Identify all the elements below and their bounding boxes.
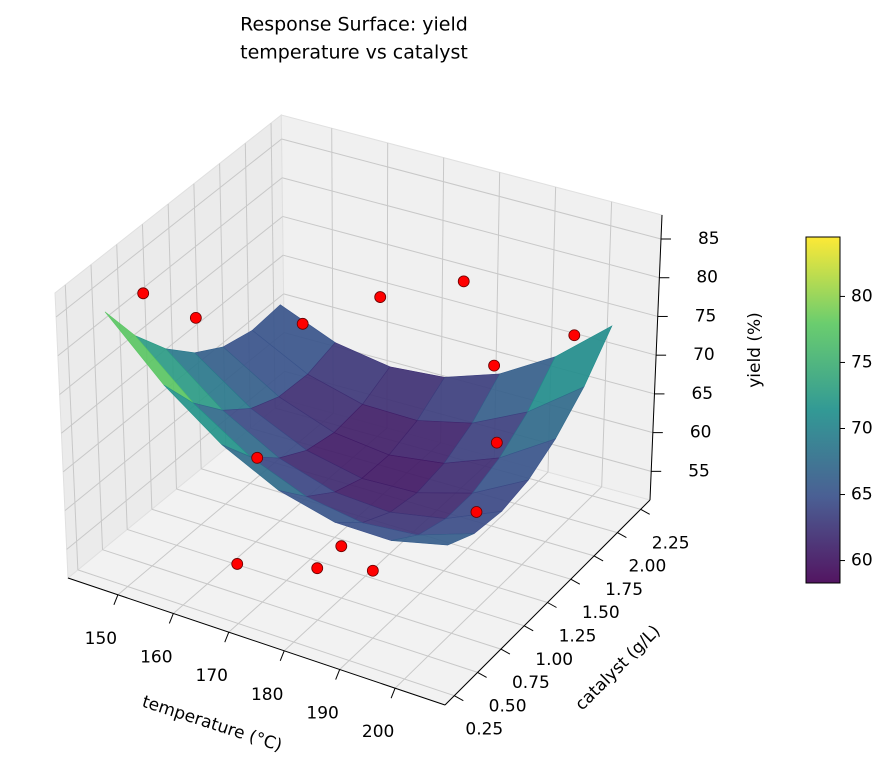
colorbar [805, 236, 841, 584]
grid-line [141, 224, 153, 510]
data-point [137, 287, 150, 300]
x-tick [168, 613, 174, 624]
data-point [296, 317, 309, 330]
x-tick-label: 180 [251, 685, 283, 705]
x-tick-label: 160 [140, 647, 172, 667]
grid-line [77, 569, 455, 697]
grid-line [90, 264, 104, 550]
grid-line [281, 138, 662, 240]
y-tick [454, 695, 464, 702]
x-tick [390, 688, 396, 699]
grid-line [282, 215, 658, 317]
y-tick-label: 1.75 [605, 580, 643, 600]
grid-line [64, 284, 79, 570]
colorbar-tick-label: 65 [851, 485, 873, 505]
y-tick [500, 648, 511, 655]
y-tick [477, 671, 487, 678]
grid-line [55, 138, 282, 318]
data-point [374, 291, 387, 303]
colorbar-tick-label: 60 [851, 551, 873, 571]
x-tick [335, 669, 341, 680]
y-tick-label: 1.00 [535, 650, 573, 670]
y-tick [593, 555, 604, 562]
colorbar-tick-label: 80 [851, 286, 873, 306]
data-point [366, 564, 379, 577]
x-tick-label: 170 [196, 666, 228, 686]
z-tick-label: 60 [690, 423, 712, 443]
y-tick-label: 2.25 [652, 533, 690, 553]
chart-title: Response Surface: yield [240, 14, 468, 36]
data-point [251, 451, 264, 464]
x-tick-label: 200 [362, 722, 394, 742]
surface-facet [391, 533, 475, 546]
z-tick-label: 65 [691, 384, 713, 404]
data-point [457, 275, 470, 288]
grid-line [176, 488, 548, 603]
x-axis [67, 577, 446, 706]
grid-line [116, 244, 128, 530]
z-axis-label: yield (%) [745, 312, 765, 388]
z-tick-label: 70 [693, 345, 715, 365]
y-tick [570, 578, 581, 585]
grid-line [59, 216, 283, 395]
grid-line [61, 254, 284, 434]
data-point [490, 436, 503, 449]
z-tick-label: 80 [696, 268, 718, 288]
y-tick [547, 602, 557, 608]
x-tick [279, 650, 285, 662]
y-tick [617, 532, 627, 539]
grid-line [167, 203, 177, 490]
grid-line [102, 549, 478, 673]
grid-line [151, 508, 525, 627]
data-point [231, 558, 244, 570]
y-tick-label: 0.25 [465, 720, 503, 740]
grid-line [601, 201, 613, 487]
z-tick-label: 75 [695, 306, 717, 326]
data-point [488, 359, 501, 372]
y-tick [640, 508, 650, 515]
x-tick [224, 631, 230, 643]
data-point [335, 540, 348, 553]
grid-line [283, 293, 655, 395]
z-tick-label: 85 [698, 229, 720, 249]
grid-line [282, 177, 660, 279]
x-tick [113, 594, 119, 605]
chart-subtitle: temperature vs catalyst [240, 42, 468, 64]
y-tick-label: 0.50 [489, 696, 527, 716]
y-tick-label: 1.50 [582, 603, 620, 623]
y-tick-label: 1.25 [559, 627, 597, 647]
z-axis [649, 214, 663, 501]
grid-line [127, 528, 502, 650]
colorbar-tick-label: 70 [851, 418, 873, 438]
data-point [311, 562, 324, 575]
y-axis [444, 499, 651, 706]
data-point [568, 329, 581, 342]
x-tick-label: 190 [306, 704, 338, 724]
data-point [189, 311, 202, 324]
y-tick-label: 0.75 [512, 673, 550, 693]
y-tick [523, 625, 534, 632]
y-tick-label: 2.00 [628, 557, 666, 577]
data-point [470, 506, 483, 518]
grid-line [57, 177, 283, 357]
colorbar-tick-label: 75 [851, 352, 873, 372]
x-tick-label: 150 [85, 629, 117, 649]
z-tick-label: 55 [688, 461, 710, 481]
